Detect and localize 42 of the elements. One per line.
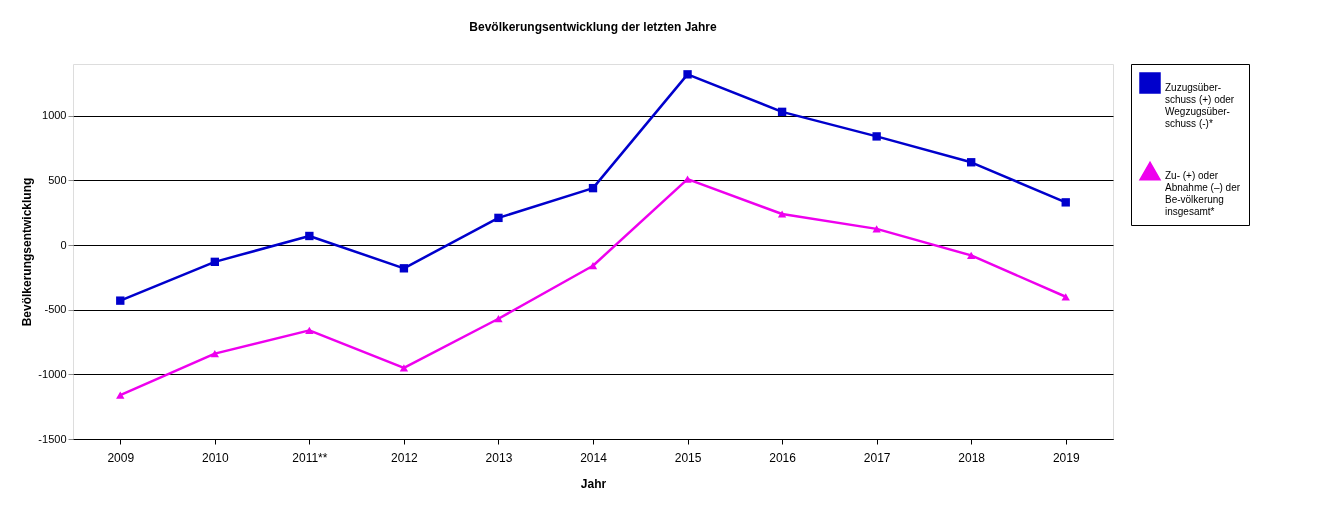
point (777, 210, 787, 218)
point (683, 175, 692, 183)
x-tick-label: 2013 (485, 450, 513, 465)
point (588, 183, 598, 193)
point (305, 326, 314, 334)
point (494, 315, 503, 323)
x-tick-label: 2017 (863, 450, 891, 465)
y-tick-label: -1000 (38, 367, 67, 380)
x-tick-label: 2011** (292, 450, 328, 465)
x-tick-label: 2019 (1052, 450, 1080, 465)
chart-title: Bevölkerungsentwicklung der letzten Jahre (469, 19, 718, 34)
point (588, 262, 598, 270)
y-tick-label: 500 (48, 173, 67, 186)
y-tick-label: 1000 (42, 109, 67, 122)
point (399, 264, 409, 273)
point (967, 251, 976, 259)
point (116, 296, 125, 305)
point (777, 107, 787, 117)
point (116, 391, 125, 399)
x-tick-label: 2015 (674, 450, 702, 465)
x-tick-label: 2012 (391, 450, 419, 465)
legend-label: Zu- (+) oder Abnahme (–) der Be-völkerung insgesamt* (1165, 170, 1241, 217)
point (683, 70, 692, 79)
x-tick-label: 2014 (580, 450, 608, 465)
point (305, 231, 314, 241)
point (399, 364, 409, 372)
y-tick-label: -1500 (38, 432, 67, 445)
point (210, 350, 219, 358)
x-tick-label: 2010 (201, 450, 229, 465)
y-tick-label: -500 (44, 303, 67, 316)
point (967, 158, 976, 167)
point (210, 257, 219, 267)
legend-label: Zuzugsüber-schuss (+) oder Wegzugsüber-schuss (-)* (1165, 82, 1235, 129)
x-tick-label: 2018 (958, 450, 986, 465)
point (1061, 198, 1070, 207)
x-axis-title: Jahr (580, 476, 607, 491)
y-tick-label: 0 (60, 238, 67, 251)
point (872, 132, 881, 141)
x-tick-label: 2009 (107, 450, 135, 465)
y-axis-title: Bevölkerungsentwicklung (20, 177, 35, 327)
x-tick-label: 2016 (769, 450, 797, 465)
point (494, 213, 503, 223)
